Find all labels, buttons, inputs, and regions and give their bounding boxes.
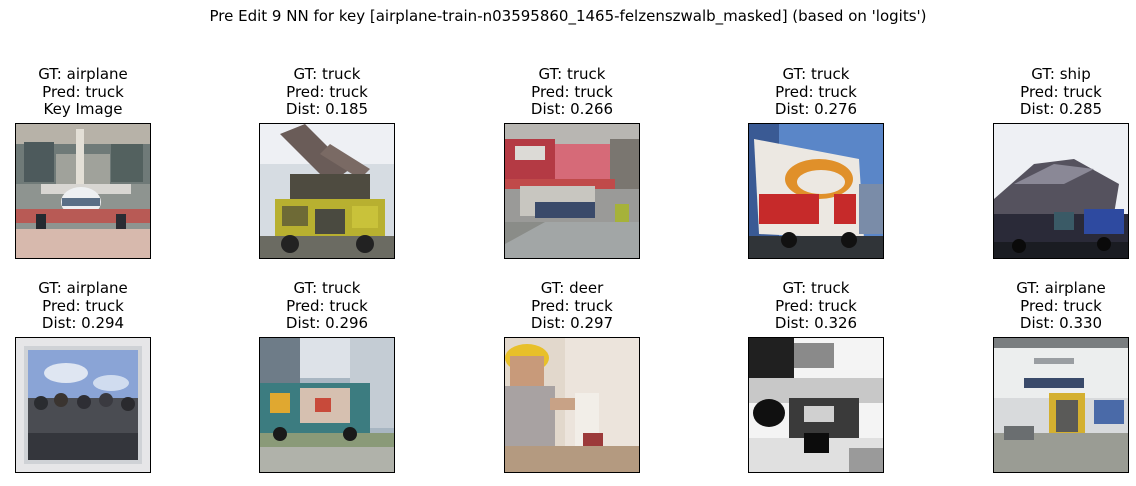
gt-label: GT: deer xyxy=(540,279,604,297)
panel-title: GT: ship Pred: truck Dist: 0.285 xyxy=(953,65,1136,119)
pred-label: Pred: truck xyxy=(775,296,857,315)
pred-label: Pred: truck xyxy=(1020,296,1102,315)
neighbor-5-airplane-thumbnail xyxy=(15,337,151,473)
pred-label: Pred: truck xyxy=(1020,82,1102,101)
gt-label: GT: truck xyxy=(293,279,361,297)
neighbor-3-truck-thumbnail xyxy=(748,123,884,259)
neighbor-4-ship-thumbnail xyxy=(993,123,1129,259)
dist-label: Dist: 0.276 xyxy=(774,100,858,118)
panel-title: GT: truck Pred: truck Dist: 0.266 xyxy=(464,65,680,119)
panel-title: GT: truck Pred: truck Dist: 0.326 xyxy=(708,279,924,333)
panel-title: GT: airplane Pred: truck Key Image xyxy=(0,65,191,119)
pred-label: Pred: truck xyxy=(531,296,613,315)
pred-label: Pred: truck xyxy=(775,82,857,101)
dist-label: Dist: 0.296 xyxy=(285,314,369,332)
panel-title: GT: deer Pred: truck Dist: 0.297 xyxy=(464,279,680,333)
panel-title: GT: airplane Pred: truck Dist: 0.330 xyxy=(953,279,1136,333)
gt-label: GT: truck xyxy=(538,65,606,83)
neighbor-2-truck-thumbnail xyxy=(504,123,640,259)
gt-label: GT: airplane xyxy=(1016,279,1106,297)
dist-label: Dist: 0.330 xyxy=(1019,314,1103,332)
key-image-airplane-thumbnail xyxy=(15,123,151,259)
neighbor-7-deer-thumbnail xyxy=(504,337,640,473)
dist-label: Dist: 0.326 xyxy=(774,314,858,332)
pred-label: Pred: truck xyxy=(286,82,368,101)
panel-title: GT: truck Pred: truck Dist: 0.296 xyxy=(219,279,435,333)
gt-label: GT: airplane xyxy=(38,279,128,297)
pred-label: Pred: truck xyxy=(531,82,613,101)
dist-label: Dist: 0.266 xyxy=(530,100,614,118)
gt-label: GT: truck xyxy=(782,279,850,297)
pred-label: Pred: truck xyxy=(286,296,368,315)
dist-label: Dist: 0.294 xyxy=(41,314,125,332)
neighbor-1-truck-thumbnail xyxy=(259,123,395,259)
neighbor-8-truck-thumbnail xyxy=(748,337,884,473)
dist-label: Dist: 0.285 xyxy=(1019,100,1103,118)
dist-label: Dist: 0.185 xyxy=(285,100,369,118)
gt-label: GT: truck xyxy=(293,65,361,83)
dist-label: Dist: 0.297 xyxy=(530,314,614,332)
gt-label: GT: airplane xyxy=(38,65,128,83)
key-image-label: Key Image xyxy=(43,100,123,118)
figure-suptitle: Pre Edit 9 NN for key [airplane-train-n0… xyxy=(209,7,927,25)
panel-title: GT: airplane Pred: truck Dist: 0.294 xyxy=(0,279,191,333)
panel-title: GT: truck Pred: truck Dist: 0.276 xyxy=(708,65,924,119)
gt-label: GT: truck xyxy=(782,65,850,83)
pred-label: Pred: truck xyxy=(42,296,124,315)
pred-label: Pred: truck xyxy=(42,82,124,101)
neighbor-6-truck-thumbnail xyxy=(259,337,395,473)
gt-label: GT: ship xyxy=(1031,65,1091,83)
panel-title: GT: truck Pred: truck Dist: 0.185 xyxy=(219,65,435,119)
neighbor-9-airplane-thumbnail xyxy=(993,337,1129,473)
